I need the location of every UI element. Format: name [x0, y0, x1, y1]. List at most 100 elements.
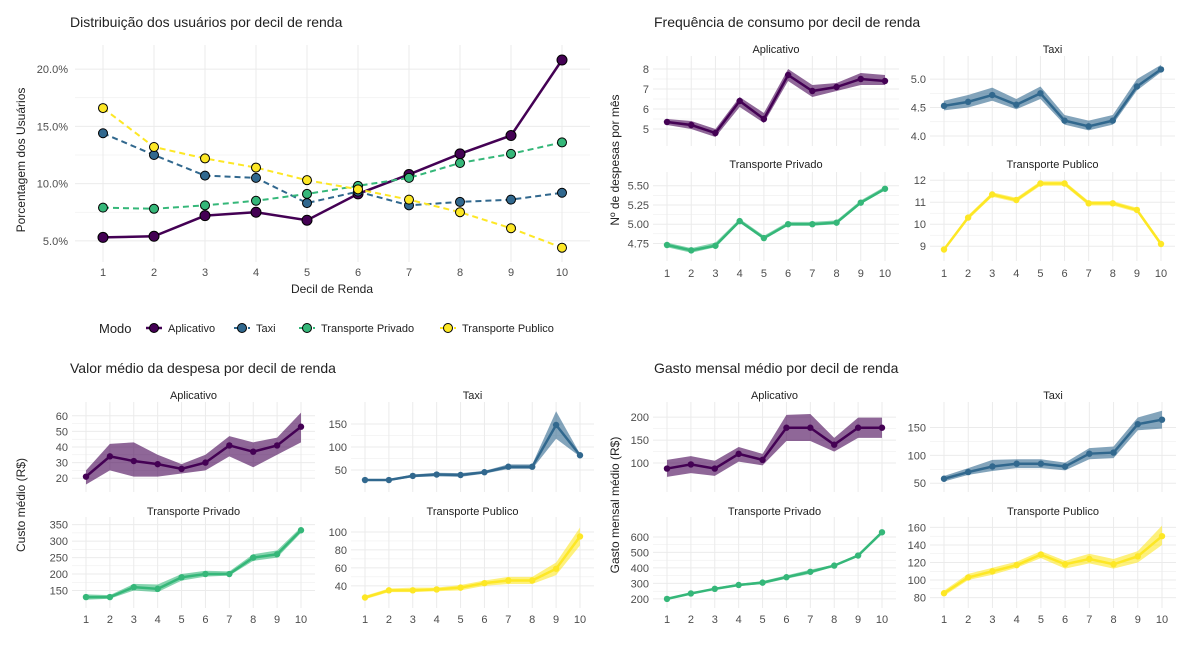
chart1-data-point: [200, 153, 210, 164]
chart3-panel-4-confidence-band: [365, 527, 580, 600]
chart1-data-point: [251, 195, 261, 206]
chart4-panel-2-ytick-label: 50: [914, 478, 926, 490]
chart4-title: Gasto mensal médio por decil de renda: [654, 360, 899, 376]
chart4-panel-4-data-point: [1061, 561, 1069, 568]
legend-item-label: Transporte Publico: [462, 323, 554, 335]
chart2-panel-4-ytick-label: 11: [915, 197, 926, 209]
chart3-panel-4-data-point: [385, 587, 393, 594]
chart4-panel-title: Aplicativo: [751, 390, 798, 402]
chart2-panel-3-xtick-label: 4: [737, 268, 743, 280]
chart3-panel-4-data-point: [457, 584, 464, 591]
chart2-panel-2-data-point: [940, 102, 948, 110]
chart1-data-point: [455, 196, 465, 207]
chart2-panel-3-ytick-label: 5.00: [628, 219, 649, 231]
chart4-panel-2-data-point: [1086, 450, 1093, 457]
chart2-panel-2-data-point: [1109, 117, 1116, 124]
chart3-panel-1-data-point: [297, 423, 305, 430]
chart4-panel-4-data-point: [1086, 555, 1093, 563]
chart2-panel-4-data-point: [1085, 200, 1092, 207]
chart2-panel-3-data-point: [809, 221, 816, 228]
chart2-panel-title: Taxi: [1043, 44, 1063, 56]
chart2-panel-4-xtick-label: 6: [1061, 268, 1067, 280]
chart4-panel-4-data-point: [965, 574, 972, 581]
chart4-panel-3-data-point: [735, 581, 742, 589]
chart4-panel-3-data-point: [759, 579, 766, 586]
chart4-panel-3-data-point: [687, 590, 695, 597]
chart3-panel-1-data-point: [130, 457, 137, 465]
chart2-panel-3-data-point: [736, 217, 743, 225]
chart3-panel-4-xtick-label: 7: [505, 614, 511, 626]
chart2-panel-4-confidence-band: [944, 181, 1161, 251]
chart3-panel-3-xtick-label: 5: [178, 614, 184, 626]
chart1-ytick-label: 20.0%: [37, 64, 68, 76]
chart1-data-point: [301, 214, 313, 226]
chart3-panel-4-xtick-label: 5: [457, 614, 463, 626]
chart3-panel-1-ytick-label: 20: [56, 473, 68, 485]
chart3-panel-4-xtick-label: 1: [362, 614, 368, 626]
chart2-panel-4-xtick-label: 1: [941, 268, 947, 280]
chart4-panel-3-group: 200 300 400 500 600 1 2 3 4 5 6 7 8 9 10: [631, 517, 896, 626]
chart1-plot: 5.0% 10.0% 15.0% 20.0% 1 2 3 4 5 6 7 8 9 10: [37, 45, 590, 279]
chart1-data-point: [251, 162, 261, 173]
chart1-data-point: [505, 130, 517, 142]
chart3-panel-4-data-point: [433, 586, 440, 593]
chart2-panel-3-data-point: [784, 221, 792, 228]
chart3-panel-3-xtick-label: 10: [295, 614, 307, 626]
chart4-panel-title: Transporte Privado: [728, 506, 821, 518]
chart1-series-line: [102, 107, 563, 249]
chart4-panel-1-data-point: [831, 441, 838, 448]
chart1-data-point: [148, 230, 160, 242]
chart3-panel-4-data-point: [361, 594, 369, 601]
chart4-panel-2-group: 50 100 150: [908, 402, 1176, 492]
chart4-panel-1-data-point: [783, 424, 790, 431]
chart1-xtick-label: 6: [355, 267, 361, 279]
chart3-panel-2-data-point: [505, 463, 512, 470]
chart4-panel-4-xtick-label: 8: [1110, 614, 1116, 626]
chart4-panel-1-data-point: [807, 424, 814, 431]
chart1-xtick-label: 10: [556, 267, 568, 279]
chart4-panel-3-ytick-label: 400: [631, 563, 649, 575]
chart4-panel-4-xtick-label: 1: [941, 614, 947, 626]
chart3-panel-2-ytick-label: 50: [335, 465, 347, 477]
chart1-data-point: [200, 170, 210, 181]
chart3-panel-3-xtick-label: 7: [226, 614, 232, 626]
chart3-panel-3-data-point: [82, 593, 90, 601]
chart3-panel-3-xtick-label: 1: [83, 614, 89, 626]
chart3-panel-4-data-point: [481, 579, 488, 587]
chart2-panel-2-data-point: [1037, 90, 1044, 97]
chart2-panel-2-data-point: [989, 91, 996, 99]
chart4-panel-3-xtick-label: 7: [807, 614, 813, 626]
chart4-panel-3-xtick-label: 6: [783, 614, 789, 626]
legend-key-point: [237, 323, 247, 333]
chart4-panel-1-data-point: [878, 424, 886, 431]
chart3-panel-3-data-point: [297, 527, 305, 534]
chart4-panel-4-xtick-label: 2: [965, 614, 971, 626]
chart2-ylabel: Nº de despesas por mês: [608, 94, 622, 225]
chart2-panel-2-ytick-label: 5.0: [911, 74, 926, 86]
chart2-panel-1-ytick-label: 6: [643, 104, 649, 116]
chart2-panel-1-data-point: [881, 77, 889, 85]
legend-item-label: Transporte Privado: [321, 323, 414, 335]
chart4-panel-4-data-point: [940, 590, 948, 597]
chart1-data-point: [149, 141, 159, 152]
chart2-panel-4-xtick-label: 10: [1155, 268, 1167, 280]
chart3-panel-2-data-point: [552, 421, 560, 429]
chart4-panel-4-xtick-label: 4: [1014, 614, 1020, 626]
chart3-panel-3-ytick-label: 200: [50, 569, 68, 581]
chart2-panel-3-data-point: [688, 247, 695, 254]
chart4-panel-3-data-point: [854, 552, 862, 559]
chart3-panel-3-xtick-label: 8: [250, 614, 256, 626]
chart2-panel-1-data-point: [784, 71, 792, 79]
chart2-panel-title: Transporte Publico: [1007, 159, 1099, 171]
chart3-panel-1-data-point: [178, 465, 185, 473]
chart4-panel-1-ytick-label: 200: [631, 412, 649, 424]
chart4-panel-1-ytick-label: 150: [631, 435, 649, 447]
chart4-panel-title: Taxi: [1043, 390, 1063, 402]
chart3-panel-3-xtick-label: 4: [155, 614, 161, 626]
chart4-panel-2-ytick-label: 150: [908, 423, 926, 435]
chart1-data-point: [97, 231, 109, 243]
chart1-data-point: [98, 103, 108, 114]
chart2-panel-1-data-point: [809, 87, 816, 95]
